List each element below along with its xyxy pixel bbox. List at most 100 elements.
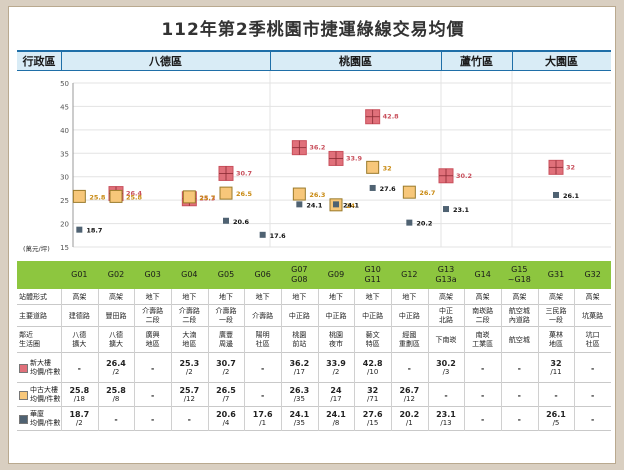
column-divider [317,305,319,327]
column-divider [97,353,99,383]
table-cell: 高架 [438,292,453,301]
column-divider [537,305,539,327]
table-cell: 建德路 [68,311,90,320]
column-divider [317,289,319,305]
table-cell: 25.8/18 [61,383,98,407]
table-cell: 32/71 [354,383,391,407]
row-label-text: 中古大樓 均價/件數 [30,386,61,403]
table-cell: - [171,407,208,431]
cell-count: /11 [550,368,562,376]
column-divider [134,353,136,383]
table-cell: 26.3/35 [281,383,318,407]
station-label: G10 G11 [364,265,381,284]
mansion-marker [259,231,266,238]
table-cell: 26.5/7 [208,383,245,407]
table-cell: 地下 [365,292,380,301]
column-divider [281,289,282,305]
cell-price: 26.1 [546,410,566,419]
cell-price: 26.4 [106,359,126,368]
table-cell: 南崁路 二段 [472,307,494,324]
table-cell: 26.1/5 [538,407,575,431]
cell-price: - [407,363,411,373]
column-divider [354,353,356,383]
y-axis-label: (萬元/坪) [23,244,50,253]
cell-price: 25.8 [69,386,90,395]
column-divider [354,289,356,305]
column-divider [171,353,172,383]
data-label: 26.5 [236,190,253,198]
table-cell: 三民路 一段 [545,307,567,324]
column-divider [464,327,466,353]
station-label: G04 [181,270,198,279]
table-cell: 25.3/2 [171,353,208,383]
cell-count: /8 [112,395,120,403]
column-divider [391,289,392,305]
column-divider [354,383,356,407]
chart-panel: 112年第2季桃園市捷運綠線交易均價 行政區 八德區 桃園區 蘆竹區 大園區 1… [8,6,616,464]
column-divider [501,407,502,431]
cell-price: - [150,390,155,400]
table-cell: - [391,353,428,383]
column-divider [317,383,319,407]
data-label: 26.4 [126,190,143,198]
mansion-marker [296,201,303,208]
column-divider [207,305,209,327]
table-cell: - [134,407,171,431]
row-label: 站體形式 [17,289,61,305]
used-legend-icon [19,390,28,400]
cell-price: - [590,363,595,373]
table-row-mansion: 華廈 均價/件數 18.7/2- - -20.6/4 17.6/1 24.1/35 24.1… [17,407,611,431]
cell-price: 20.6 [216,410,236,419]
data-label: 24.1 [306,201,323,209]
column-divider [244,327,246,353]
column-divider [354,407,356,431]
district-header-label: 行政區 [22,55,56,68]
used-building-marker [182,190,196,204]
scatter-chart: 15 20 25 30 35 40 45 50 (萬元/坪) 26.4 25.3 30.7 36.2 33… [17,71,611,261]
column-divider [97,383,99,407]
mansion-marker [443,206,449,213]
y-tick-label: 50 [60,80,69,88]
data-table: 站體形式 高架 高架 地下 地下 地下 地下 地下 地下 地下 地下 高架 高架 高架 高架 高架 主要道路 建德… [17,289,611,431]
y-tick-label: 40 [60,127,69,135]
column-divider [207,407,209,431]
table-cell: 豐田路 [105,311,127,320]
table-cell: 桃園 前站 [292,331,307,348]
data-label: 32 [566,163,575,171]
table-cell: 33.9/2 [318,353,355,383]
table-cell: - [428,383,465,407]
table-cell: 高架 [585,292,600,301]
used-building-marker [292,187,306,201]
table-cell: 廣豐 周邊 [218,331,233,348]
column-divider [427,327,429,353]
table-cell: 地下 [218,292,233,301]
data-label: 25.8 [89,193,106,201]
cell-count: /2 [112,368,120,376]
table-cell: 南崁 工業區 [472,331,494,348]
table-cell: 18.7/2 [61,407,98,431]
table-row-new: 新大樓 均價/件數 -26.4/2-25.3/2 30.7/2-36.2/17 33.… [17,353,611,383]
column-divider [354,327,356,353]
cell-price: 24.1 [326,410,346,419]
column-divider [391,305,392,327]
cell-price: 42.8 [362,359,383,368]
cell-count: /1 [405,419,413,427]
table-cell: 中正路 [288,311,310,320]
data-label: 23.1 [453,206,470,214]
mansion-marker [369,184,376,191]
table-cell: 航空城 [508,335,530,344]
cell-price: - [114,414,118,424]
table-cell: - [464,407,501,431]
used-building-marker [72,189,86,203]
cell-count: /8 [332,419,340,427]
table-row-type: 站體形式 高架 高架 地下 地下 地下 地下 地下 地下 地下 地下 高架 高架 高架 高架 高架 [17,289,611,305]
table-cell: 介壽路 [252,311,274,320]
data-label: 25.7 [199,194,215,202]
column-divider [464,289,466,305]
mansion-marker [223,217,229,224]
row-label: 華廈 均價/件數 [17,407,61,431]
table-cell: - [501,407,538,431]
data-label: 30.7 [236,169,252,177]
cell-price: - [480,390,485,400]
cell-price: 26.3 [289,386,310,395]
